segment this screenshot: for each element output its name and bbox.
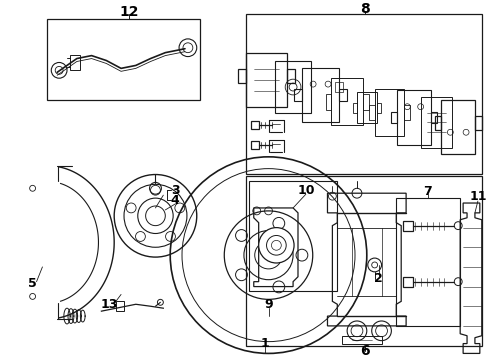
Bar bbox=[441, 100, 475, 154]
Bar bbox=[70, 55, 80, 70]
Bar bbox=[377, 103, 381, 113]
Bar bbox=[246, 53, 287, 107]
Bar bbox=[116, 301, 124, 311]
Bar bbox=[403, 277, 413, 287]
Bar bbox=[375, 89, 404, 136]
Circle shape bbox=[166, 231, 175, 242]
Bar bbox=[353, 103, 357, 113]
Bar bbox=[325, 94, 331, 110]
Text: 12: 12 bbox=[119, 5, 139, 19]
Bar bbox=[357, 92, 377, 123]
Bar bbox=[331, 78, 363, 125]
Text: 13: 13 bbox=[100, 298, 118, 311]
Text: 6: 6 bbox=[360, 345, 369, 359]
Bar bbox=[339, 89, 347, 101]
Bar bbox=[251, 141, 259, 149]
Text: 5: 5 bbox=[28, 277, 37, 290]
Text: 8: 8 bbox=[360, 3, 370, 17]
Bar bbox=[403, 221, 413, 230]
Bar bbox=[396, 198, 460, 326]
Text: 10: 10 bbox=[297, 184, 315, 197]
Bar bbox=[475, 116, 482, 130]
Text: 4: 4 bbox=[171, 194, 179, 207]
Bar bbox=[48, 19, 200, 100]
Bar bbox=[404, 105, 410, 121]
Text: 3: 3 bbox=[171, 184, 179, 197]
Bar bbox=[246, 176, 482, 346]
Bar bbox=[391, 112, 397, 123]
Circle shape bbox=[150, 185, 160, 195]
Text: 7: 7 bbox=[423, 185, 432, 198]
Bar bbox=[302, 68, 339, 122]
Text: 2: 2 bbox=[374, 272, 383, 285]
Circle shape bbox=[126, 203, 136, 213]
Bar bbox=[369, 105, 375, 121]
Bar bbox=[435, 116, 441, 130]
Bar bbox=[421, 97, 452, 148]
Bar bbox=[275, 62, 311, 113]
Bar bbox=[246, 14, 482, 174]
Circle shape bbox=[175, 203, 185, 213]
Bar bbox=[287, 69, 294, 82]
Bar bbox=[251, 121, 259, 129]
Circle shape bbox=[259, 228, 294, 263]
Bar bbox=[342, 336, 382, 343]
Text: 9: 9 bbox=[264, 298, 273, 311]
Bar bbox=[249, 181, 337, 292]
Bar bbox=[397, 90, 431, 145]
Text: 1: 1 bbox=[260, 337, 269, 350]
Circle shape bbox=[136, 231, 146, 242]
Text: 11: 11 bbox=[469, 190, 487, 203]
Bar bbox=[335, 82, 343, 92]
Bar bbox=[294, 89, 302, 101]
Bar bbox=[239, 69, 246, 82]
Bar bbox=[431, 112, 438, 123]
Bar bbox=[363, 94, 369, 110]
